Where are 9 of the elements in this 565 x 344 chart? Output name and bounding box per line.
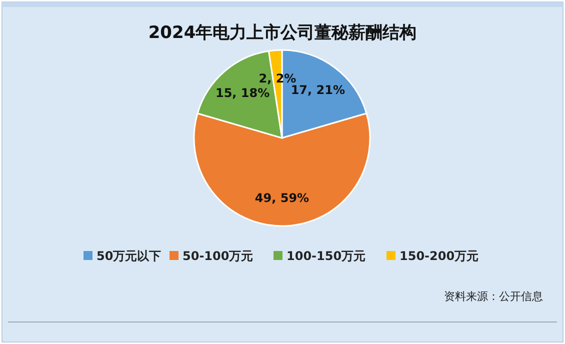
legend-label: 50-100万元: [182, 249, 254, 263]
legend-label: 50万元以下: [96, 249, 162, 263]
data-label: 17, 21%: [290, 83, 345, 98]
legend-label: 100-150万元: [286, 249, 366, 263]
data-label: 49, 59%: [254, 190, 310, 205]
data-label: 15, 18%: [215, 86, 270, 100]
chart-title: 2024年电力上市公司董秘薪酬结构: [148, 23, 417, 43]
legend-label: 150-200万元: [400, 249, 479, 263]
text: 资料来源：公开信息: [444, 290, 543, 303]
